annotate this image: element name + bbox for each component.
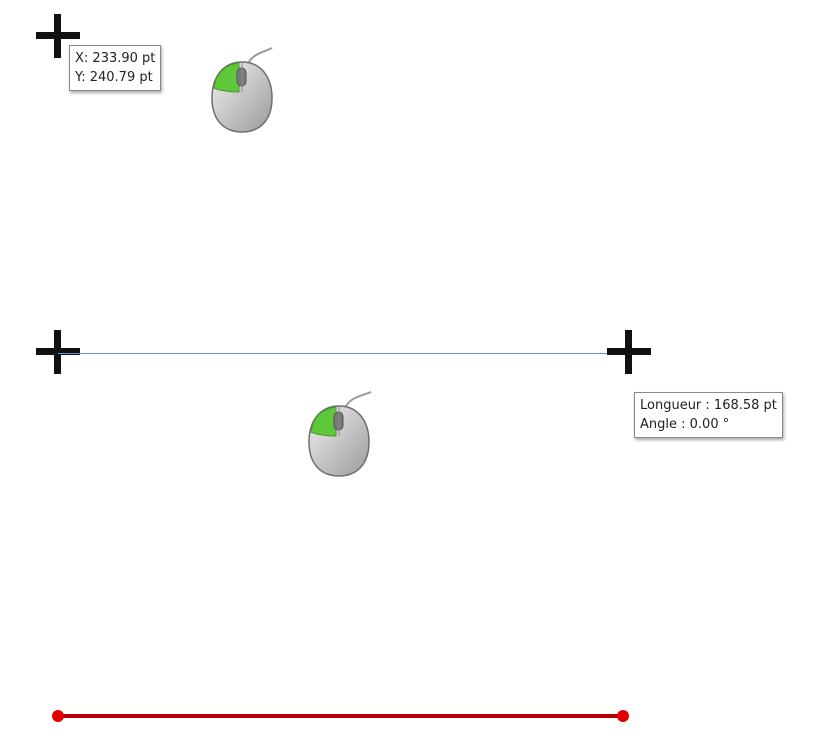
segment-start-handle[interactable]	[52, 710, 64, 722]
measure-guide-line	[58, 353, 628, 354]
left-click-mouse-icon	[208, 46, 282, 140]
x-coordinate-text: X: 233.90 pt	[75, 51, 156, 66]
crosshair-cursor-icon	[36, 14, 80, 58]
left-click-mouse-icon-2	[305, 390, 379, 484]
segment-end-handle[interactable]	[617, 710, 629, 722]
measure-tooltip: Longueur : 168.58 pt Angle : 0.00 °	[634, 392, 783, 438]
measured-segment	[52, 710, 629, 722]
coordinate-tooltip: X: 233.90 pt Y: 240.79 pt	[69, 45, 162, 91]
y-coordinate-text: Y: 240.79 pt	[75, 70, 153, 85]
crosshair-end-icon	[607, 330, 651, 374]
crosshair-start-icon	[36, 330, 80, 374]
length-text: Longueur : 168.58 pt	[640, 398, 777, 413]
angle-text: Angle : 0.00 °	[640, 417, 730, 432]
